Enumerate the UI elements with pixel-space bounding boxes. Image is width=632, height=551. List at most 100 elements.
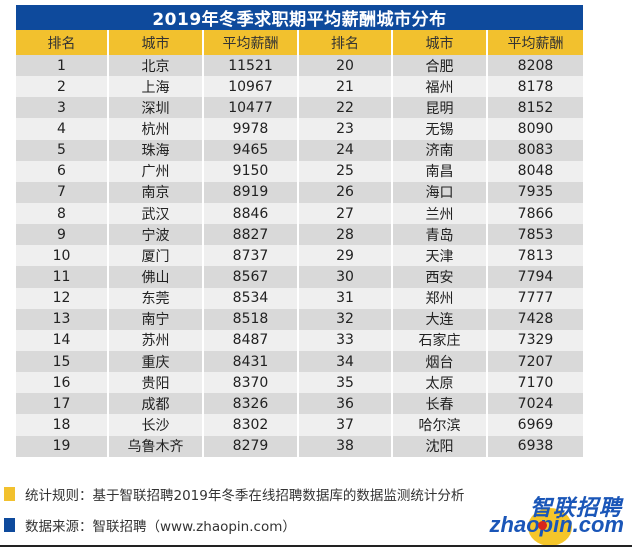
bottom-divider	[0, 545, 632, 547]
zhaopin-logo: 智联招聘 zhaopin.com	[489, 490, 632, 546]
table-row: 12 东莞 8534 31 郑州 7777	[16, 287, 583, 309]
cell-city-left: 长沙	[109, 414, 204, 436]
table-row: 19 乌鲁木齐 8279 38 沈阳 6938	[16, 435, 583, 457]
table-row: 8 武汉 8846 27 兰州 7866	[16, 202, 583, 225]
table-title: 2019年冬季求职期平均薪酬城市分布	[16, 5, 583, 30]
cell-city-right: 海口	[393, 181, 488, 203]
cell-rank-right: 25	[299, 160, 393, 182]
cell-rank-left: 8	[16, 202, 109, 225]
cell-rank-right: 21	[299, 76, 393, 98]
cell-salary-left: 8302	[204, 414, 299, 436]
cell-rank-left: 12	[16, 287, 109, 309]
cell-city-left: 厦门	[109, 245, 204, 267]
cell-salary-right: 7329	[517, 332, 554, 349]
cell-salary-left: 9465	[204, 139, 299, 161]
cell-rank-left: 7	[16, 181, 109, 203]
note-source: 数据来源：智联招聘（www.zhaopin.com）	[4, 515, 296, 535]
cell-city-right: 南昌	[393, 160, 488, 182]
cell-salary-right: 7024	[517, 395, 554, 412]
cell-city-left: 贵阳	[109, 372, 204, 394]
cell-rank-right: 26	[299, 181, 393, 203]
table-row: 6 广州 9150 25 南昌 8048	[16, 160, 583, 182]
cell-salary-left: 8919	[204, 181, 299, 203]
cell-rank-right: 31	[299, 287, 393, 309]
table-row: 13 南宁 8518 32 大连 7428	[16, 308, 583, 330]
cell-salary-left: 8431	[204, 350, 299, 373]
table-row: 11 佛山 8567 30 西安 7794	[16, 266, 583, 288]
cell-salary-right: 8152	[517, 99, 554, 116]
cell-salary-left: 9978	[204, 118, 299, 140]
cell-rank-left: 9	[16, 224, 109, 246]
logo-red-dot-icon	[538, 521, 547, 530]
cell-city-left: 武汉	[109, 202, 204, 225]
cell-rank-left: 11	[16, 266, 109, 288]
cell-city-right: 天津	[393, 245, 488, 267]
cell-city-right: 无锡	[393, 118, 488, 140]
note-source-text: 数据来源：智联招聘（www.zhaopin.com）	[25, 519, 296, 535]
cell-salary-right: 7777	[517, 290, 554, 307]
table-row: 15 重庆 8431 34 烟台 7207	[16, 350, 583, 373]
cell-rank-right: 33	[299, 329, 393, 351]
cell-salary-right: 7853	[517, 226, 554, 243]
cell-rank-right: 35	[299, 372, 393, 394]
cell-city-left: 杭州	[109, 118, 204, 140]
cell-city-right: 哈尔滨	[393, 414, 488, 436]
note-rule-text: 统计规则：基于智联招聘2019年冬季在线招聘数据库的数据监测统计分析	[25, 488, 465, 504]
table-row: 3 深圳 10477 22 昆明 8152	[16, 97, 583, 119]
cell-rank-left: 19	[16, 435, 109, 457]
cell-city-right: 长春	[393, 393, 488, 415]
cell-rank-right: 32	[299, 308, 393, 330]
cell-rank-right: 22	[299, 97, 393, 119]
cell-rank-left: 6	[16, 160, 109, 182]
cell-salary-left: 8846	[204, 202, 299, 225]
cell-salary-right: 7428	[517, 311, 554, 328]
cell-city-right: 烟台	[393, 350, 488, 373]
cell-rank-left: 13	[16, 308, 109, 330]
cell-salary-left: 10967	[204, 76, 299, 98]
cell-salary-left: 8534	[204, 287, 299, 309]
cell-salary-right: 8048	[517, 163, 554, 180]
logo-sun-icon	[528, 508, 572, 546]
cell-city-left: 成都	[109, 393, 204, 415]
table-row: 5 珠海 9465 24 济南 8083	[16, 139, 583, 161]
table-row: 16 贵阳 8370 35 太原 7170	[16, 372, 583, 394]
table-row: 10 厦门 8737 29 天津 7813	[16, 245, 583, 267]
cell-rank-right: 37	[299, 414, 393, 436]
logo-english-text: zhaopin.com	[489, 512, 624, 537]
cell-salary-right: 6938	[517, 438, 554, 455]
cell-rank-right: 24	[299, 139, 393, 161]
cell-rank-right: 29	[299, 245, 393, 267]
cell-salary-right: 8083	[517, 142, 554, 159]
table-row: 1 北京 11521 20 合肥 8208	[16, 55, 583, 77]
cell-rank-right: 36	[299, 393, 393, 415]
cell-salary-right: 7935	[517, 184, 554, 201]
logo-chinese-text: 智联招聘	[529, 496, 622, 521]
table-row: 9 宁波 8827 28 青岛 7853	[16, 224, 583, 246]
cell-salary-left: 8279	[204, 435, 299, 457]
table-row: 14 苏州 8487 33 石家庄 7329	[16, 329, 583, 351]
header-salary-left: 平均薪酬	[204, 30, 299, 55]
cell-rank-right: 27	[299, 202, 393, 225]
cell-rank-left: 5	[16, 139, 109, 161]
cell-salary-right: 7794	[517, 268, 554, 285]
table-row: 7 南京 8919 26 海口 7935	[16, 181, 583, 203]
salary-table: 2019年冬季求职期平均薪酬城市分布 排名 城市 平均薪酬 排名 城市 平均薪酬…	[16, 5, 583, 457]
header-city-right: 城市	[393, 30, 488, 55]
cell-rank-left: 16	[16, 372, 109, 394]
cell-rank-right: 20	[299, 55, 393, 77]
cell-city-left: 南宁	[109, 308, 204, 330]
table-row: 17 成都 8326 36 长春 7024	[16, 393, 583, 415]
cell-city-left: 珠海	[109, 139, 204, 161]
cell-salary-right: 7170	[517, 374, 554, 391]
cell-rank-left: 3	[16, 97, 109, 119]
header-rank-left: 排名	[16, 30, 109, 55]
cell-city-left: 乌鲁木齐	[109, 435, 204, 457]
cell-city-left: 佛山	[109, 266, 204, 288]
cell-rank-right: 30	[299, 266, 393, 288]
cell-city-left: 南京	[109, 181, 204, 203]
cell-city-right: 西安	[393, 266, 488, 288]
blue-square-icon	[4, 518, 15, 532]
table-row: 18 长沙 8302 37 哈尔滨 6969	[16, 414, 583, 436]
table-row: 4 杭州 9978 23 无锡 8090	[16, 118, 583, 140]
cell-salary-left: 8518	[204, 308, 299, 330]
